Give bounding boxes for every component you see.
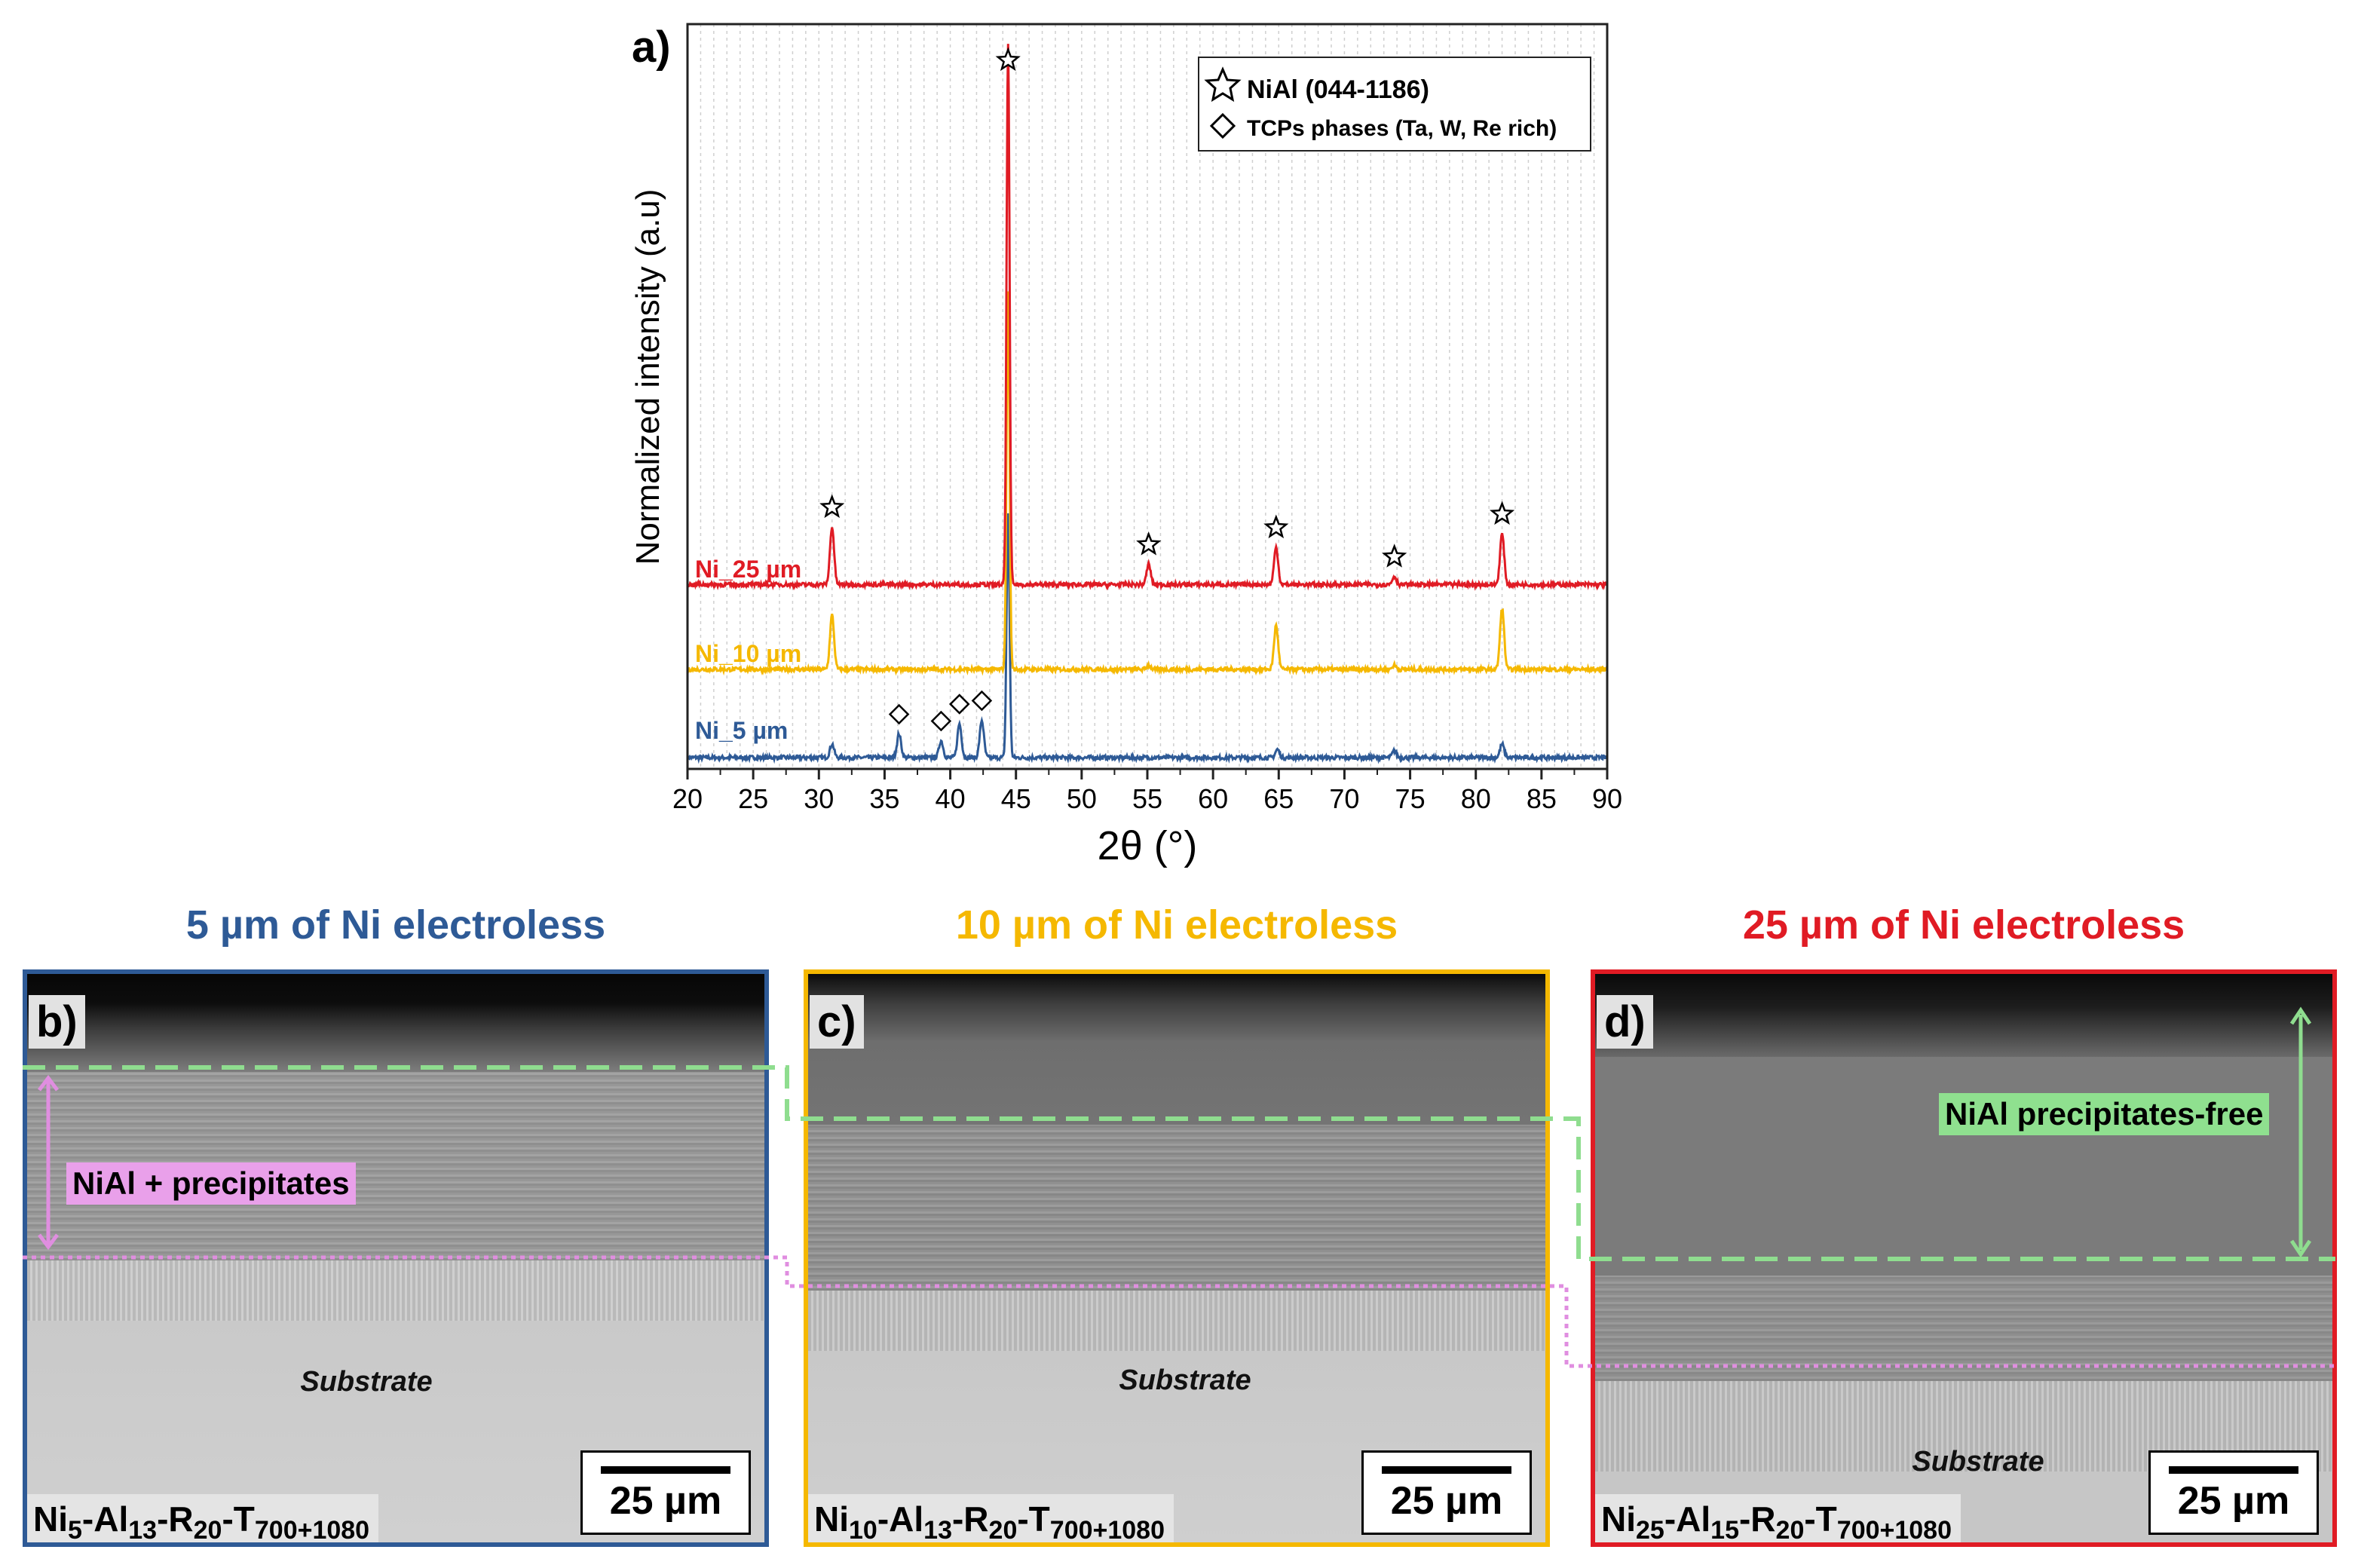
panel-c-title: 10 µm of Ni electroless (955, 902, 1398, 948)
x-tick-label: 30 (804, 783, 834, 814)
x-tick-label: 40 (936, 783, 966, 814)
legend-tcp-label: TCPs phases (Ta, W, Re rich) (1247, 116, 1557, 141)
x-axis-label: 2θ (°) (1098, 823, 1198, 868)
star-marker (1263, 514, 1289, 539)
panel-letter-c: c) (810, 995, 864, 1049)
y-axis-label: Normalized intensity (a.u) (629, 189, 666, 565)
series-line-2 (686, 44, 1608, 591)
panel-label-a: a) (632, 23, 671, 72)
x-tick-label: 65 (1263, 783, 1294, 814)
star-marker (1136, 531, 1162, 556)
sample-label-b: Ni5-Al13-R20-T700+1080 (27, 1494, 379, 1542)
substrate-label-b: Substrate (300, 1366, 433, 1398)
series-label-ni10: Ni_10 µm (695, 640, 801, 667)
series-label-ni5: Ni_5 µm (695, 717, 788, 744)
x-tick-label: 70 (1329, 783, 1359, 814)
sem-image-b: b) NiAl + precipitates Substrate Ni5-Al1… (23, 969, 769, 1547)
chart-markers (819, 47, 1515, 732)
scale-bar-d: 25 µm (2148, 1450, 2319, 1535)
sample-label-c: Ni10-Al13-R20-T700+1080 (808, 1494, 1174, 1542)
x-tick-label: 90 (1592, 783, 1622, 814)
panel-letter-b: b) (29, 995, 85, 1049)
diamond-marker (971, 690, 993, 712)
diamond-marker (930, 710, 952, 732)
panel-b-title: 5 µm of Ni electroless (185, 902, 606, 948)
chart-series (686, 44, 1609, 764)
star-marker (1382, 544, 1407, 568)
star-marker (995, 47, 1021, 72)
star-marker (819, 494, 845, 519)
x-tick-label: 80 (1461, 783, 1491, 814)
x-tick-label: 25 (738, 783, 768, 814)
scale-bar-c: 25 µm (1361, 1450, 1532, 1535)
star-marker (1490, 501, 1515, 525)
scale-bar-b: 25 µm (580, 1450, 751, 1535)
panel-letter-d: d) (1597, 995, 1653, 1049)
substrate-label-d: Substrate (1912, 1446, 2044, 1478)
diamond-marker (888, 703, 910, 725)
series-line-1 (686, 291, 1609, 676)
legend-niall-label: NiAl (044-1186) (1247, 75, 1429, 104)
sem-image-d: d) NiAl precipitates-free Substrate Ni25… (1591, 969, 2337, 1547)
series-label-ni25: Ni_25 µm (695, 556, 801, 583)
x-tick-label: 45 (1001, 783, 1031, 814)
xrd-chart: 20 25 30 35 40 45 50 55 60 65 70 75 80 85 90 a) 2θ (°)… (629, 23, 1622, 868)
series-line-0 (686, 513, 1608, 764)
chart-legend: NiAl (044-1186) TCPs phases (Ta, W, Re r… (1198, 57, 1591, 152)
legend-diamond-icon (1209, 112, 1236, 139)
x-tick-label: 55 (1132, 783, 1162, 814)
annotation-niall-precipitates: NiAl + precipitates (66, 1162, 356, 1205)
legend-star-icon (1204, 66, 1242, 103)
x-tick-label: 85 (1527, 783, 1557, 814)
substrate-label-c: Substrate (1119, 1364, 1251, 1396)
x-axis-ticks: 20 25 30 35 40 45 50 55 60 65 70 75 80 85 90 (672, 769, 1622, 814)
sem-image-c: c) Substrate Ni10-Al13-R20-T700+1080 25 … (804, 969, 1550, 1547)
x-tick-label: 20 (672, 783, 703, 814)
double-arrow-green (2289, 1006, 2312, 1258)
x-tick-label: 75 (1395, 783, 1426, 814)
annotation-niall-precipitates-free: NiAl precipitates-free (1939, 1093, 2270, 1135)
x-tick-label: 50 (1067, 783, 1097, 814)
panel-d-title: 25 µm of Ni electroless (1742, 902, 2185, 948)
x-tick-label: 60 (1198, 783, 1228, 814)
sample-label-d: Ni25-Al15-R20-T700+1080 (1595, 1494, 1961, 1542)
series-labels: Ni_5 µm Ni_10 µm Ni_25 µm (695, 556, 801, 744)
diamond-marker (949, 694, 970, 715)
x-tick-label: 35 (869, 783, 899, 814)
